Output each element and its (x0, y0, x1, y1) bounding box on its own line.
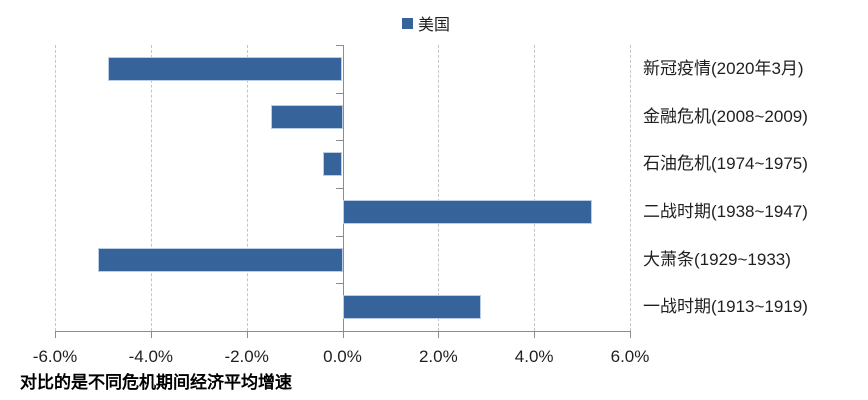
zero-axis-line (342, 45, 344, 338)
category-tick (335, 331, 343, 332)
category-tick (335, 140, 343, 142)
x-tick-label: -2.0% (224, 347, 269, 366)
category-tick (335, 283, 343, 285)
x-axis-tick (55, 331, 56, 338)
footnote: 对比的是不同危机期间经济平均增速 (20, 373, 292, 392)
x-tick-label: -4.0% (128, 347, 174, 366)
bar-0 (107, 56, 343, 81)
category-tick (335, 235, 343, 237)
gridline (55, 45, 56, 331)
x-axis-line (55, 331, 631, 332)
gridline (150, 45, 152, 331)
category-label: 二战时期(1938~1947) (643, 201, 808, 221)
x-axis-tick (438, 331, 440, 338)
x-axis-tick (534, 331, 536, 338)
legend-series-label: 美国 (417, 17, 450, 34)
category-tick (335, 45, 343, 46)
gridline (246, 45, 248, 331)
x-tick-label: 0.0% (323, 347, 362, 366)
x-tick-label: 2.0% (418, 347, 458, 366)
gridline (630, 45, 631, 331)
bar-5 (342, 295, 482, 320)
category-label: 新冠疫情(2020年3月) (643, 58, 804, 78)
bar-4 (98, 247, 343, 272)
legend: 美国 (0, 14, 852, 34)
x-axis-tick (150, 331, 152, 338)
bar-1 (270, 104, 343, 129)
x-tick-label: 6.0% (610, 347, 650, 366)
legend-marker-icon (401, 17, 413, 29)
category-tick (335, 188, 343, 189)
category-label: 石油危机(1974~1975) (643, 154, 808, 174)
x-axis-tick (630, 331, 631, 338)
gridline (534, 45, 536, 331)
category-label: 大萧条(1929~1933) (643, 249, 791, 269)
category-label: 金融危机(2008~2009) (643, 106, 808, 126)
x-tick-label: 4.0% (514, 347, 554, 366)
x-axis-tick (342, 331, 344, 338)
bar-2 (323, 152, 343, 177)
bar-3 (342, 199, 592, 224)
category-label: 一战时期(1913~1919) (643, 297, 808, 317)
category-tick (335, 92, 343, 94)
x-tick-label: -6.0% (32, 347, 78, 366)
x-axis-tick (246, 331, 248, 338)
gridline (438, 45, 440, 331)
